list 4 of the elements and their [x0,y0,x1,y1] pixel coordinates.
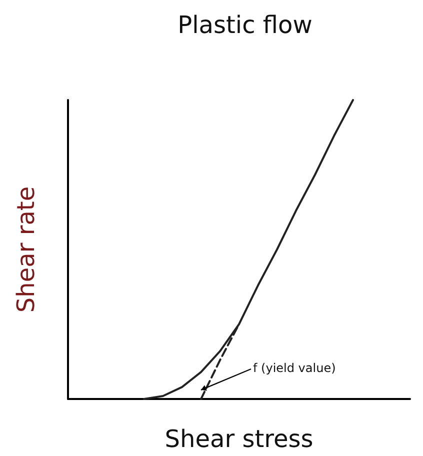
chart-title: Plastic flow [178,11,312,39]
x-axis-title: Shear stress [164,425,314,453]
annotation: f (yield value) [253,361,336,376]
y-axis-title: Shear rate [12,186,40,313]
